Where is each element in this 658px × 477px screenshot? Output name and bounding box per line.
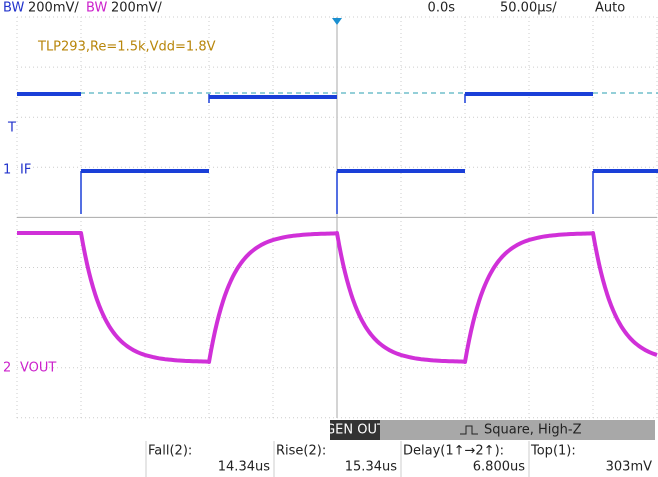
time-scale: 50.00µs/	[500, 1, 557, 16]
annotation: TLP293,Re=1.5k,Vdd=1.8V	[37, 40, 216, 55]
trigger-mode: Auto	[595, 1, 625, 16]
ch1-trace	[337, 169, 465, 173]
measurement-value: 15.34us	[345, 460, 397, 475]
channel-label: VOUT	[20, 361, 56, 376]
measurement-label: Delay(1↑→2↑):	[403, 444, 504, 459]
channel-number: 1	[3, 163, 11, 178]
measurement-label: Fall(2):	[148, 444, 192, 459]
measurement-label: Top(1):	[530, 444, 576, 459]
scale: 200mV/	[28, 1, 79, 16]
scale: 200mV/	[111, 1, 162, 16]
channel-number: 2	[3, 361, 11, 376]
trigger-marker: T	[7, 121, 16, 136]
ch1-trace	[593, 169, 658, 173]
measurement-value: 303mV	[606, 460, 652, 475]
scope-screen: BW 200mV/ BW 200mV/ 0.0s 50.00µs/ Auto T…	[0, 0, 658, 477]
bw-label: BW	[86, 1, 107, 16]
ch1-trace	[81, 169, 209, 173]
measurement-value: 6.800us	[473, 460, 525, 475]
ch1-trace	[209, 95, 337, 99]
ch1-trace	[465, 92, 593, 96]
ch1-trace	[17, 92, 81, 96]
measurement-label: Rise(2):	[276, 444, 326, 459]
measurement-value: 14.34us	[218, 460, 270, 475]
channel-label: IF	[20, 163, 31, 178]
bw-label: BW	[3, 1, 24, 16]
background	[0, 0, 658, 477]
gen-out-label: GEN OUT	[325, 423, 385, 438]
gen-status: Square, High-Z	[484, 423, 582, 438]
time-offset: 0.0s	[428, 1, 456, 16]
